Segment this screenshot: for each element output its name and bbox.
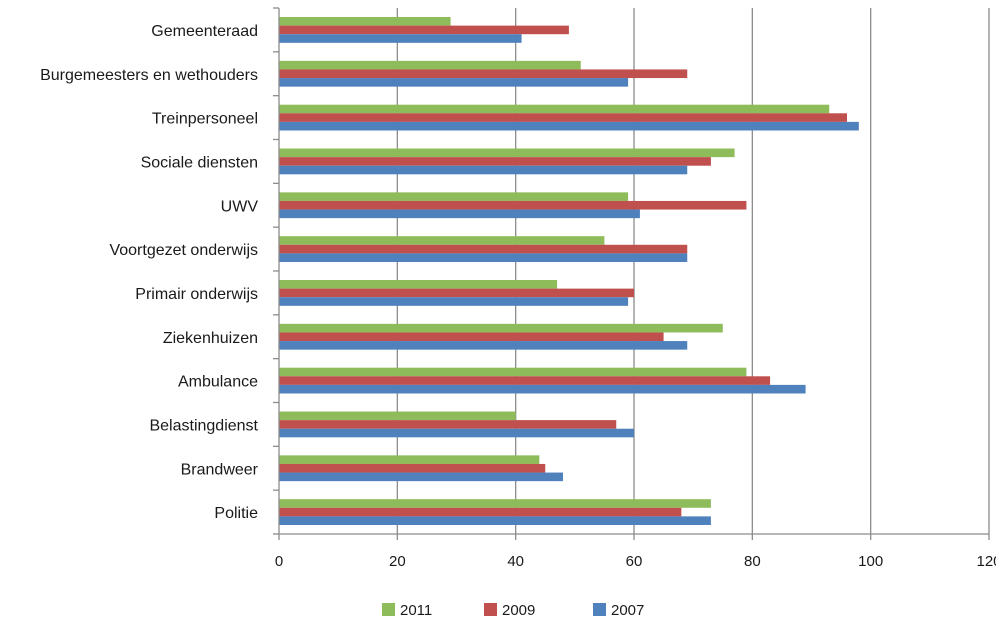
- legend-label: 2007: [611, 602, 644, 619]
- bar-2011: [279, 367, 747, 377]
- bar-2011: [279, 17, 451, 26]
- bar-2007: [279, 165, 688, 175]
- bar-2011: [279, 411, 516, 421]
- bars: [279, 17, 859, 525]
- bar-2011: [279, 60, 581, 70]
- gridlines: [396, 8, 990, 534]
- category-label: Belastingdienst: [149, 417, 258, 434]
- category-label: UWV: [221, 198, 259, 215]
- legend-label: 2011: [400, 602, 432, 619]
- x-tick-label: 100: [858, 553, 883, 570]
- bar-2011: [279, 192, 629, 201]
- bar-2007: [279, 516, 711, 525]
- bar-2011: [279, 148, 735, 158]
- category-label: Ambulance: [178, 374, 258, 391]
- bar-2009: [279, 376, 771, 385]
- bar-2011: [279, 455, 540, 464]
- category-labels: Gemeenteraad Burgemeesters en wethouders T…: [40, 23, 259, 522]
- bar-2011: [279, 323, 723, 333]
- bar-2007: [279, 121, 859, 131]
- bar-2011: [279, 104, 830, 114]
- axes: [273, 7, 990, 540]
- bar-2007: [279, 428, 634, 438]
- category-label: Voortgezet onderwijs: [109, 242, 258, 259]
- category-label: Ziekenhuizen: [163, 330, 258, 347]
- bar-2007: [279, 209, 640, 219]
- bar-2009: [279, 332, 664, 342]
- legend-swatch: [593, 603, 606, 616]
- category-label: Primair onderwijs: [135, 286, 258, 303]
- x-tick-label: 80: [744, 553, 761, 570]
- category-label: Burgemeesters en wethouders: [40, 67, 258, 84]
- x-tick-label: 120: [976, 553, 996, 570]
- category-label: Sociale diensten: [141, 154, 258, 171]
- x-tick-label: 20: [389, 553, 406, 570]
- legend-swatch: [484, 603, 497, 616]
- bar-2009: [279, 25, 569, 35]
- bar-2009: [279, 288, 634, 298]
- bar-2007: [279, 384, 806, 394]
- bar-2007: [279, 34, 522, 43]
- bar-2007: [279, 341, 688, 350]
- bar-2009: [279, 200, 747, 210]
- bar-2007: [279, 253, 688, 262]
- bar-2009: [279, 69, 688, 79]
- legend-swatch: [382, 603, 395, 616]
- x-tick-label: 60: [626, 553, 643, 570]
- category-label: Brandweer: [181, 461, 259, 478]
- bar-2009: [279, 420, 617, 429]
- bar-2011: [279, 280, 558, 289]
- category-label: Gemeenteraad: [151, 23, 258, 40]
- bar-2007: [279, 297, 629, 306]
- bar-2009: [279, 463, 546, 473]
- bar-2009: [279, 157, 711, 166]
- bar-2007: [279, 472, 563, 482]
- x-tick-label: 40: [507, 553, 524, 570]
- bar-2009: [279, 507, 682, 517]
- bar-2007: [279, 78, 629, 87]
- legend: 2011 2009 2007: [382, 602, 644, 619]
- bar-2011: [279, 236, 605, 245]
- bar-2009: [279, 113, 847, 122]
- bar-2011: [279, 499, 711, 508]
- category-label: Treinpersoneel: [152, 111, 258, 128]
- x-tick-labels: 0 20 40 60 80 100 120: [275, 553, 996, 570]
- bar-2009: [279, 244, 688, 254]
- x-tick-label: 0: [275, 553, 283, 570]
- category-label: Politie: [214, 505, 258, 522]
- legend-label: 2009: [502, 602, 535, 619]
